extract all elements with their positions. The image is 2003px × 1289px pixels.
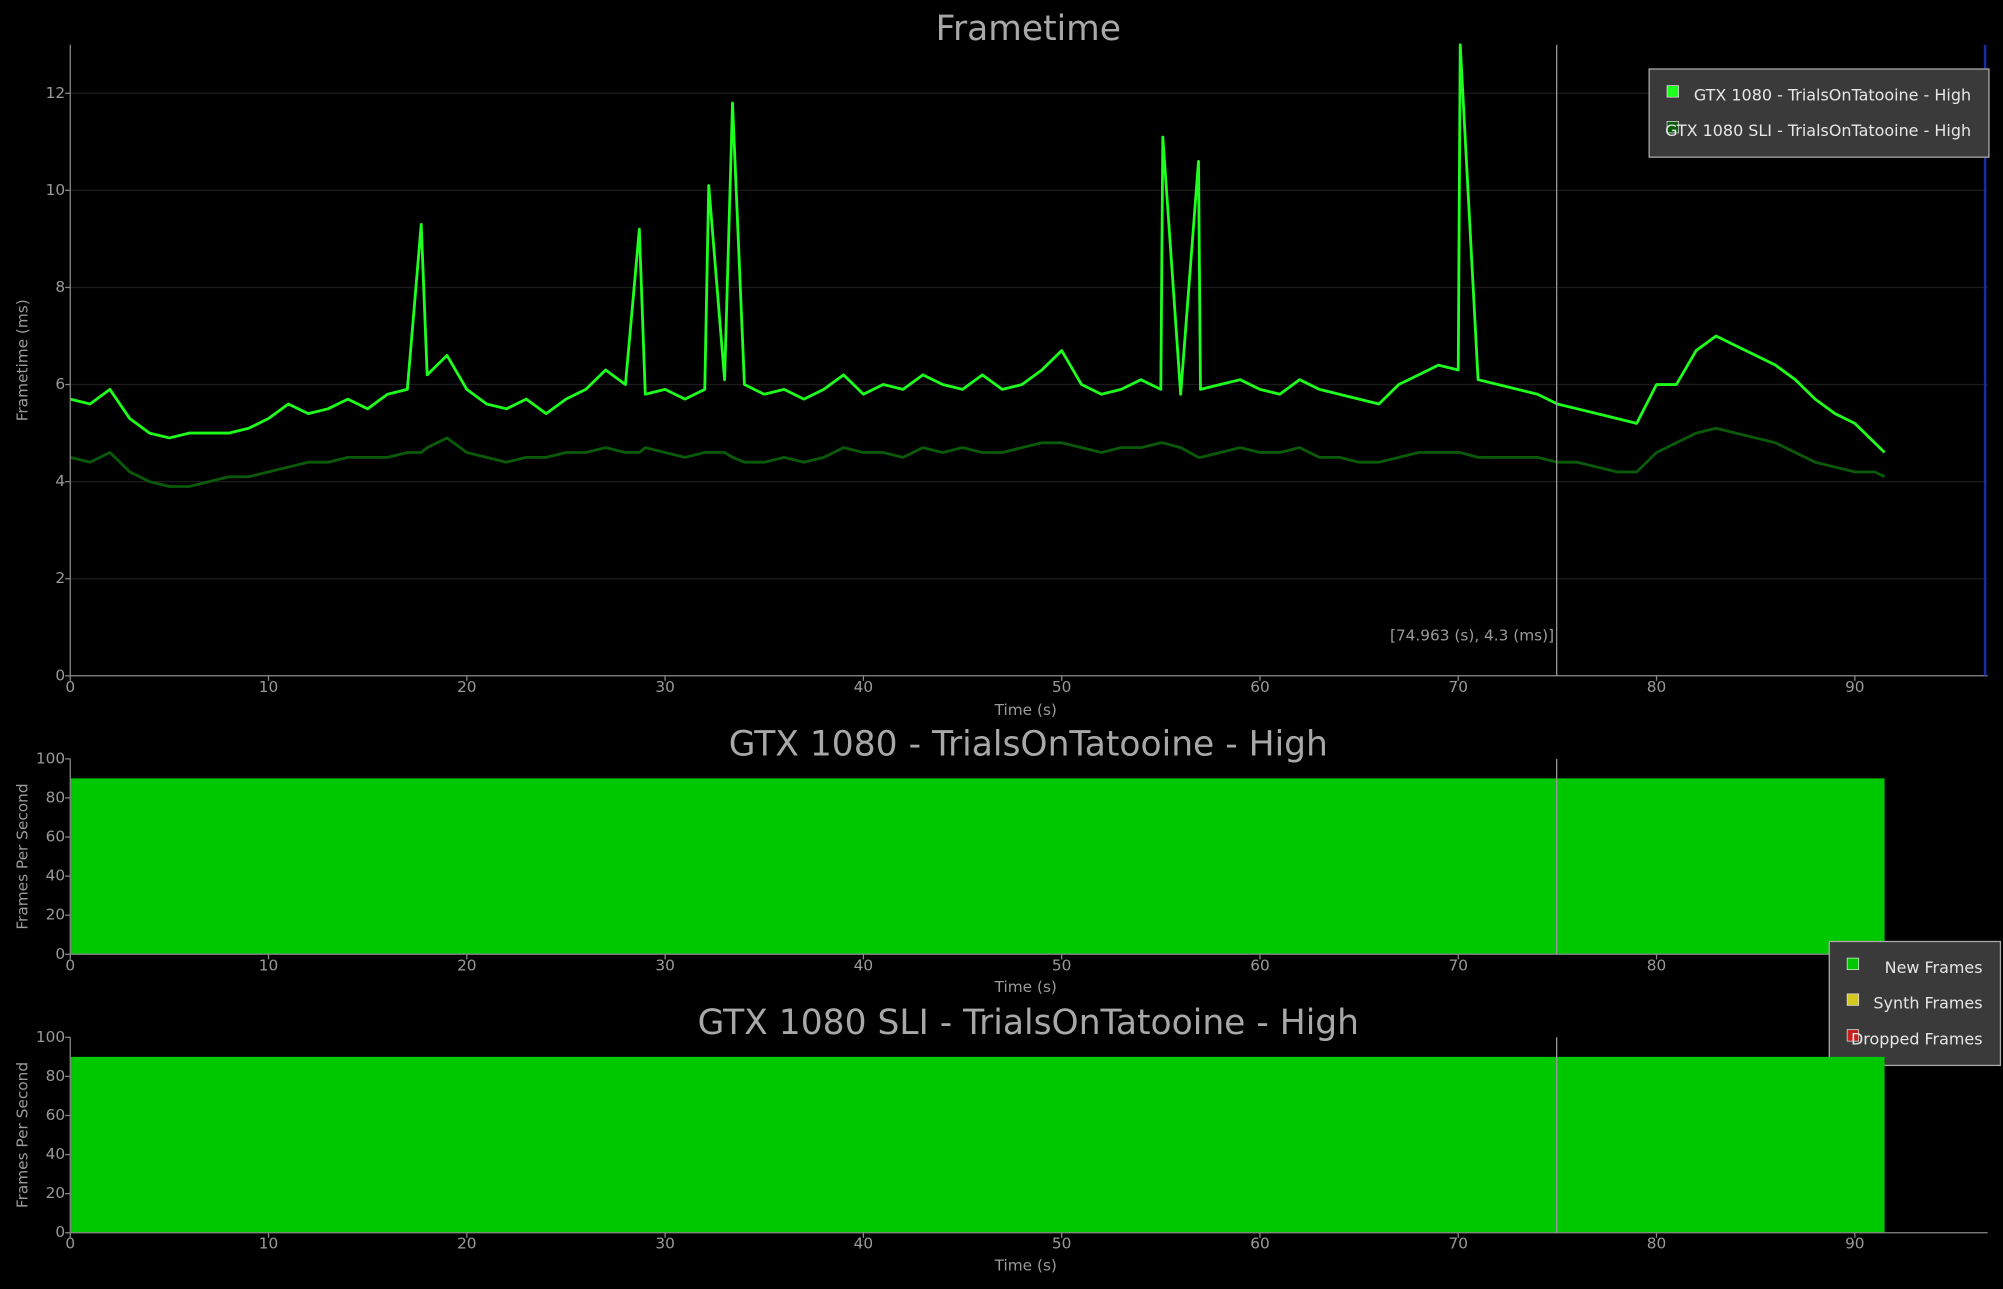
y-tick-label: 80 xyxy=(46,788,66,806)
chart-title: GTX 1080 - TrialsOnTatooine - High xyxy=(729,725,1328,765)
y-tick-label: 40 xyxy=(46,867,66,885)
x-axis-label: Time (s) xyxy=(994,1256,1057,1274)
x-tick-label: 20 xyxy=(457,1235,477,1253)
x-tick-label: 40 xyxy=(854,678,873,696)
x-tick-label: 90 xyxy=(1845,678,1865,696)
y-tick-label: 100 xyxy=(36,749,65,767)
legend-label: Dropped Frames xyxy=(1851,1029,1983,1048)
legend-swatch xyxy=(1846,957,1860,970)
legend-swatch xyxy=(1846,993,1860,1006)
series-area xyxy=(70,1056,1885,1233)
y-tick-label: 60 xyxy=(46,1106,66,1124)
x-axis-label: Time (s) xyxy=(994,978,1057,996)
x-tick-label: 40 xyxy=(854,1235,873,1253)
x-tick-label: 40 xyxy=(854,956,873,974)
legend-label: GTX 1080 SLI - TrialsOnTatooine - High xyxy=(1665,121,1971,140)
y-tick-label: 0 xyxy=(55,666,65,684)
x-tick-label: 50 xyxy=(1052,1235,1072,1253)
legend-swatch xyxy=(1666,121,1679,134)
x-tick-label: 60 xyxy=(1250,678,1270,696)
y-tick-label: 100 xyxy=(36,1028,65,1046)
x-tick-label: 20 xyxy=(457,678,477,696)
x-tick-label: 70 xyxy=(1449,956,1469,974)
y-tick-label: 40 xyxy=(46,1145,66,1163)
x-tick-label: 0 xyxy=(65,678,75,696)
legend-label: New Frames xyxy=(1885,958,1983,977)
x-tick-label: 80 xyxy=(1647,678,1667,696)
chart-title: Frametime xyxy=(936,9,1121,49)
y-tick-label: 0 xyxy=(55,945,65,963)
y-tick-label: 20 xyxy=(46,906,66,924)
legend-swatch xyxy=(1846,1029,1860,1042)
y-tick-label: 0 xyxy=(55,1223,65,1241)
y-tick-label: 12 xyxy=(46,84,66,102)
y-axis-label: Frames Per Second xyxy=(13,1062,31,1208)
x-tick-label: 80 xyxy=(1647,956,1667,974)
legend-swatch xyxy=(1666,85,1679,98)
y-axis-label: Frametime (ms) xyxy=(13,299,31,421)
x-tick-label: 10 xyxy=(259,678,279,696)
series-line xyxy=(69,43,1886,454)
y-tick-label: 6 xyxy=(55,375,65,393)
x-tick-label: 90 xyxy=(1845,1235,1865,1253)
y-tick-label: 8 xyxy=(55,278,65,296)
series-area xyxy=(70,778,1885,955)
series-line xyxy=(69,426,1886,488)
x-tick-label: 50 xyxy=(1052,956,1072,974)
y-tick-label: 10 xyxy=(46,181,66,199)
x-tick-label: 50 xyxy=(1052,678,1072,696)
legend-label: Synth Frames xyxy=(1873,994,1982,1013)
legend-box xyxy=(1648,68,1990,158)
y-tick-label: 4 xyxy=(55,472,65,490)
y-tick-label: 80 xyxy=(46,1067,66,1085)
x-tick-label: 60 xyxy=(1250,956,1270,974)
x-tick-label: 30 xyxy=(655,678,674,696)
legend-label: GTX 1080 - TrialsOnTatooine - High xyxy=(1694,85,1971,104)
x-tick-label: 30 xyxy=(655,1235,674,1253)
x-axis-label: Time (s) xyxy=(994,701,1057,719)
y-tick-label: 2 xyxy=(55,569,65,587)
y-tick-label: 60 xyxy=(46,828,66,846)
x-tick-label: 10 xyxy=(259,956,279,974)
x-tick-label: 70 xyxy=(1449,678,1469,696)
x-tick-label: 0 xyxy=(65,956,75,974)
x-tick-label: 10 xyxy=(259,1235,279,1253)
x-tick-label: 30 xyxy=(655,956,674,974)
y-axis-label: Frames Per Second xyxy=(13,783,31,929)
chart-title: GTX 1080 SLI - TrialsOnTatooine - High xyxy=(698,1003,1359,1043)
x-tick-label: 80 xyxy=(1647,1235,1667,1253)
y-tick-label: 20 xyxy=(46,1184,66,1202)
x-tick-label: 70 xyxy=(1449,1235,1469,1253)
x-tick-label: 60 xyxy=(1250,1235,1270,1253)
x-tick-label: 20 xyxy=(457,956,477,974)
x-tick-label: 0 xyxy=(65,1235,75,1253)
cursor-label: [74.963 (s), 4.3 (ms)] xyxy=(1390,627,1554,645)
